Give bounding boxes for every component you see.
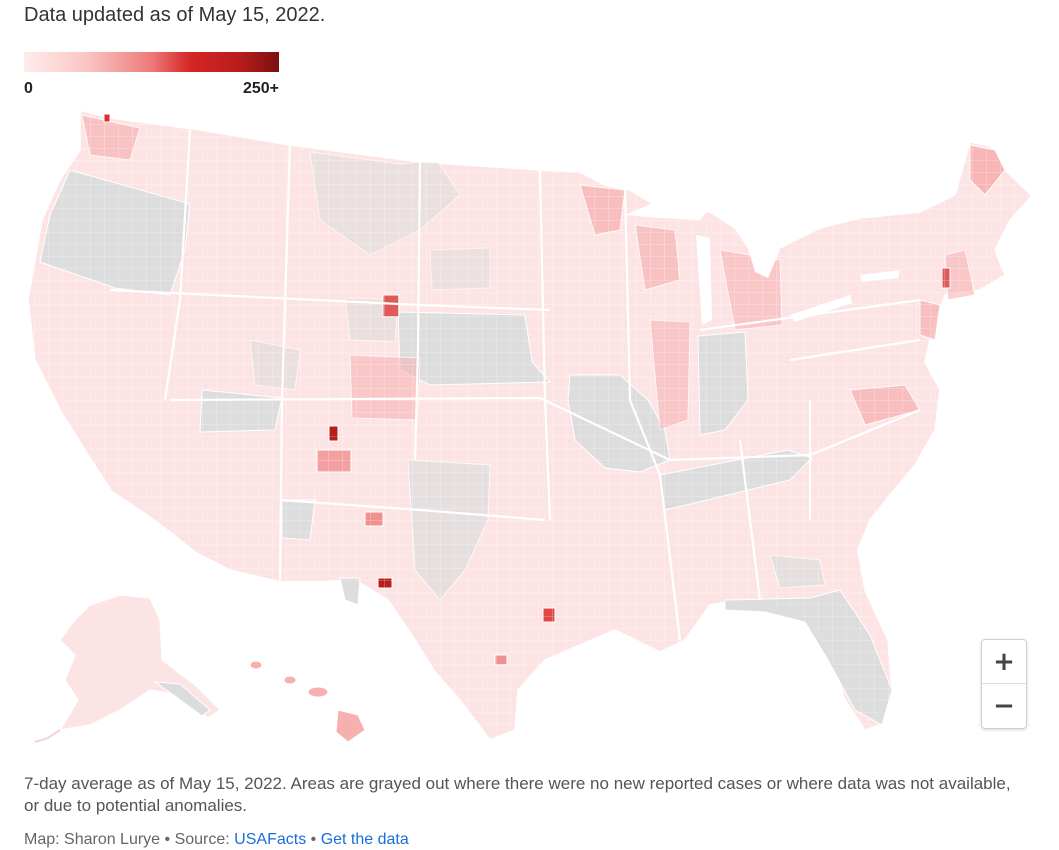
legend-gradient-bar (24, 52, 279, 72)
credit-line: Map: Sharon Lurye • Source: USAFacts • G… (24, 831, 409, 849)
legend-max-label: 250+ (242, 80, 279, 97)
lake-michigan (696, 235, 712, 325)
hawaii-big-island (335, 709, 366, 743)
hawaii-oahu (283, 675, 297, 685)
source-prefix: Source: (174, 831, 235, 848)
zoom-controls: + − (981, 639, 1027, 729)
get-data-link[interactable]: Get the data (320, 831, 409, 848)
lake-huron (745, 238, 780, 278)
lake-superior (625, 200, 710, 220)
hawaii-islands (249, 660, 366, 743)
hawaii-kauai (249, 660, 263, 670)
credit-separator: • (160, 831, 175, 848)
great-lakes (625, 200, 900, 325)
hawaii-maui (307, 686, 329, 698)
zoom-in-button[interactable]: + (982, 640, 1026, 684)
county-borders (28, 110, 1032, 740)
us-map-svg[interactable] (20, 100, 1040, 750)
alaska-panhandle-no-data (153, 681, 211, 717)
state-borders (109, 129, 921, 641)
lake-erie (790, 295, 852, 322)
credit-separator-2: • (306, 831, 321, 848)
legend-min-label: 0 (24, 80, 33, 97)
map-footnote: 7-day average as of May 15, 2022. Areas … (24, 774, 1011, 815)
no-data-west-texas (339, 577, 361, 606)
source-link[interactable]: USAFacts (234, 831, 307, 848)
zoom-out-button[interactable]: − (993, 691, 1015, 721)
lake-ontario (860, 270, 900, 282)
color-legend: 0 250+ (24, 52, 279, 100)
aleutian-islands (34, 729, 61, 743)
alaska-shape (58, 594, 221, 731)
updated-date-heading: Data updated as of May 15, 2022. (24, 4, 326, 26)
us-county-map[interactable] (20, 100, 1040, 750)
map-credit: Map: Sharon Lurye (24, 831, 161, 848)
